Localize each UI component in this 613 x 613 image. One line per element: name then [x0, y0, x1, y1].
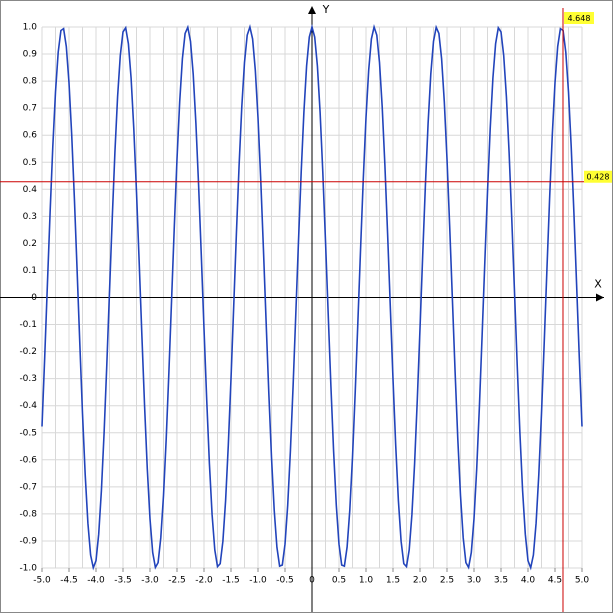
x-axis-label: X: [594, 278, 602, 291]
x-tick-label: 3.5: [494, 576, 508, 586]
y-tick-label: 0.2: [23, 239, 37, 249]
x-tick-label: -5.0: [33, 576, 51, 586]
y-tick-label: 1.0: [23, 23, 38, 33]
y-axis-arrow: [308, 6, 316, 14]
x-tick-label: 1.0: [359, 576, 374, 586]
y-tick-label: 0.6: [23, 131, 38, 141]
y-tick-label: 0.4: [23, 185, 38, 195]
x-tick-label: 4.0: [521, 576, 536, 586]
x-tick-label: -4.5: [60, 576, 78, 586]
y-tick-label: -0.1: [19, 320, 37, 330]
line-series: [41, 23, 583, 571]
x-tick-label: -4.0: [87, 576, 105, 586]
x-tick-label: 0.5: [332, 576, 346, 586]
x-tick-label: 2.0: [413, 576, 428, 586]
x-tick-label: -0.5: [276, 576, 294, 586]
y-tick-label: 0.3: [23, 212, 37, 222]
y-tick-label: -0.7: [19, 482, 37, 492]
y-tick-label: -1.0: [19, 564, 37, 574]
plot: 4.648 0.428: [0, 8, 612, 612]
x-tick-label: -1.5: [222, 576, 240, 586]
x-tick-label: -2.0: [195, 576, 213, 586]
crosshair-x-label: 4.648: [568, 14, 591, 23]
x-tick-label: -3.5: [114, 576, 132, 586]
y-tick-label: -0.8: [19, 509, 37, 519]
y-tick-label: -0.3: [19, 374, 37, 384]
y-tick-label: -0.2: [19, 347, 37, 357]
crosshair-x-badge: [563, 12, 594, 24]
y-tick-label: -0.9: [19, 536, 37, 546]
y-axis-label: Y: [322, 3, 330, 16]
y-tick-label: -0.5: [19, 428, 37, 438]
x-tick-label: 3.0: [467, 576, 482, 586]
x-tick-label: 2.5: [440, 576, 454, 586]
y-tick-label: 0.7: [23, 104, 37, 114]
y-tick-label: 0.1: [23, 266, 37, 276]
crosshair-y-label: 0.428: [587, 173, 610, 182]
x-axis-arrow: [596, 293, 604, 302]
axes: 1.00.90.80.70.60.50.40.30.20.10-0.1-0.2-…: [0, 3, 604, 612]
y-tick-label: -0.6: [19, 455, 37, 465]
x-tick-label: -1.0: [249, 576, 267, 586]
y-tick-label: 0.5: [23, 158, 37, 168]
x-tick-label: -2.5: [168, 576, 186, 586]
y-tick-label: 0.8: [23, 77, 38, 87]
crosshair-y-badge: [584, 170, 612, 183]
y-tick-label: 0.9: [23, 50, 38, 60]
x-tick-label: 5.0: [575, 576, 590, 586]
x-tick-label: 4.5: [548, 576, 562, 586]
x-tick-label: 1.5: [386, 576, 400, 586]
x-tick-label: -3.0: [141, 576, 159, 586]
y-tick-label: -0.4: [19, 401, 37, 411]
